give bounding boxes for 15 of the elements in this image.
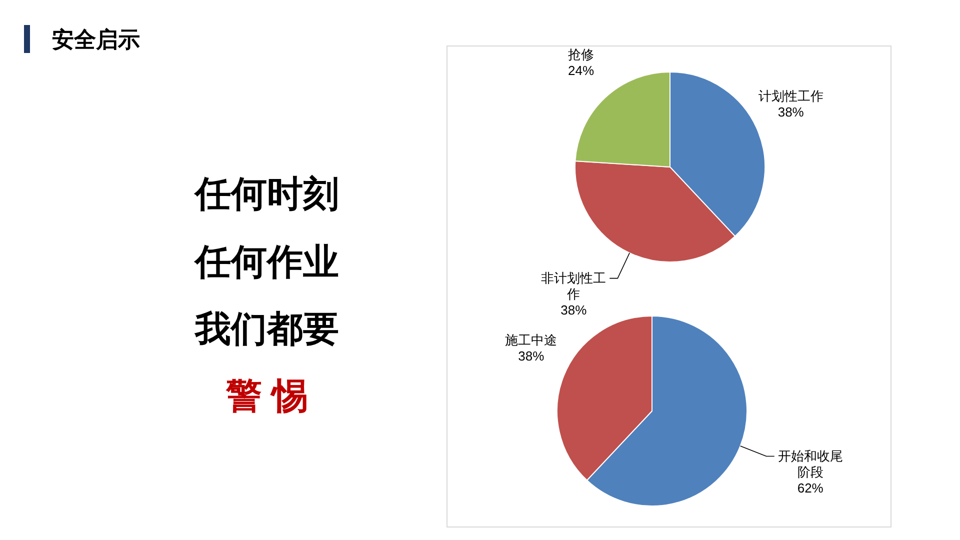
slice-label: 施工中途 [505,332,558,348]
data-label: 38% [778,104,804,120]
data-label: 38% [560,302,588,318]
slice-label: 非计划性工作 [541,270,606,302]
text: 警 惕 [224,375,308,416]
data-label: 62% [797,480,824,496]
slice-label: 计划性工作 [758,88,824,104]
text: 安全启示 [52,27,140,52]
data-label: 24% [568,63,594,78]
text: 任何时刻 [193,173,339,214]
slice-label: 开始和收尾阶段 [778,448,843,480]
data-label: 38% [518,348,545,364]
slice-label: 抢修 [568,47,594,62]
text: 我们都要 [194,308,339,349]
text: 任何作业 [193,241,339,282]
